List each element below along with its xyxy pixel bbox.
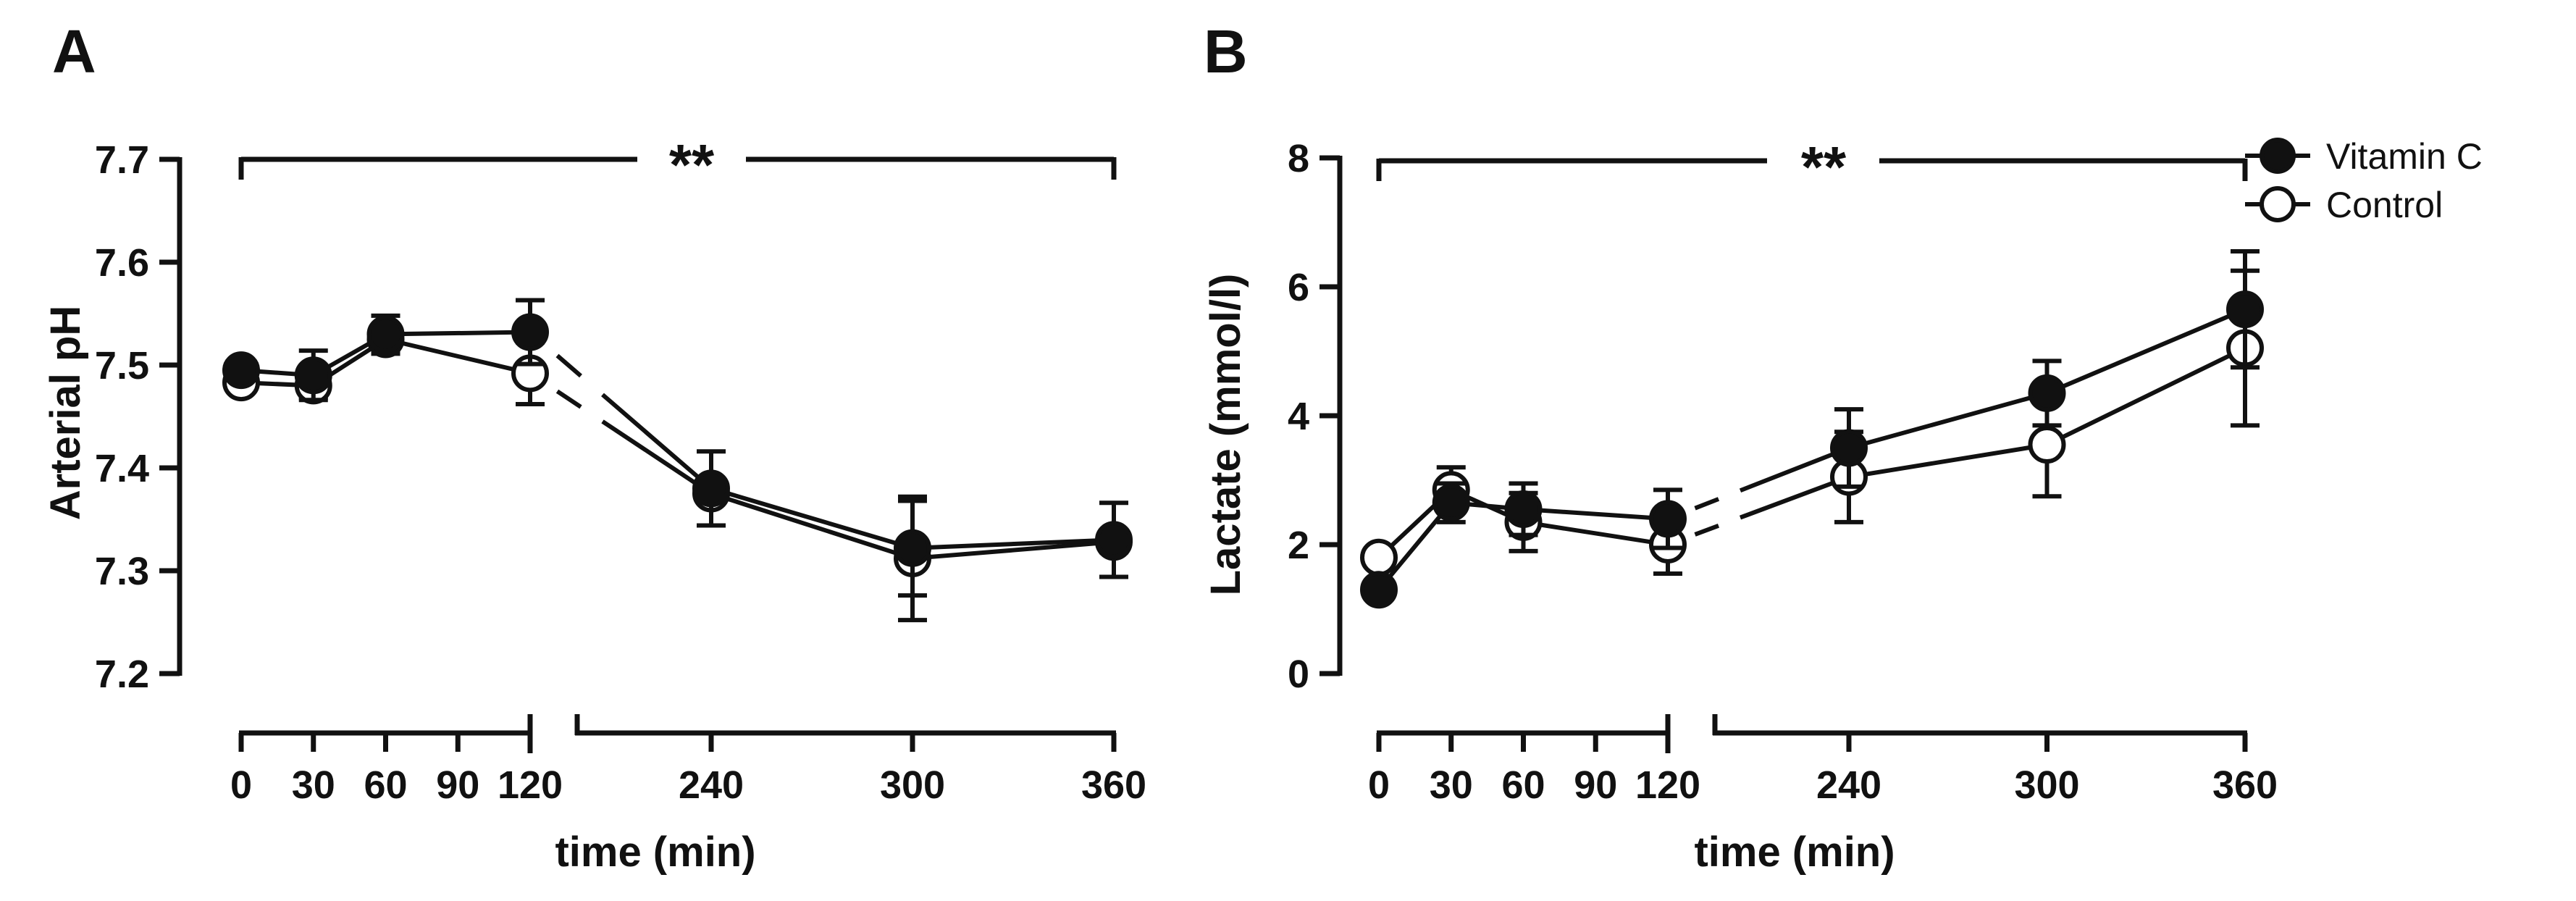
data-point-vitamin-c [1360, 571, 1398, 609]
series-break-stub-vitamin-c [555, 353, 582, 378]
legend-label-control: Control [2326, 185, 2443, 225]
x-tick-label: 30 [292, 763, 335, 807]
data-point-vitamin-c [222, 351, 260, 390]
y-tick-label: 8 [1288, 137, 1309, 180]
data-point-vitamin-c [1095, 521, 1133, 559]
x-tick-label: 240 [679, 763, 744, 807]
x-tick-label: 90 [1574, 763, 1617, 807]
panel-letter-a: A [52, 17, 96, 85]
data-point-control [1360, 538, 1398, 577]
series-break-line-vitamin-c [601, 393, 713, 490]
x-tick-label: 300 [880, 763, 945, 807]
data-point-vitamin-c [2028, 374, 2066, 412]
series-line-vitamin-c [240, 330, 531, 378]
x-tick-label: 240 [1816, 763, 1881, 807]
series-break-stub-vitamin-c [1694, 497, 1720, 511]
y-tick-label: 7.7 [95, 138, 149, 182]
x-tick-label: 360 [2212, 763, 2278, 807]
x-tick-label: 30 [1430, 763, 1473, 807]
x-axis-title-b: time (min) [1694, 829, 1895, 876]
y-tick-label: 7.2 [95, 653, 149, 696]
data-point-vitamin-c [2226, 290, 2264, 329]
data-point-vitamin-c [1504, 490, 1543, 529]
y-axis-title-a: Arterial pH [42, 306, 89, 521]
legend-marker-control [2260, 186, 2296, 222]
series-line-control [240, 337, 531, 388]
x-tick-label: 90 [436, 763, 479, 807]
y-tick-label: 7.5 [95, 344, 149, 387]
data-point-control [2028, 426, 2066, 464]
series-break-line-control [1739, 474, 1850, 520]
data-point-vitamin-c [366, 315, 405, 353]
y-tick-label: 6 [1288, 266, 1309, 309]
series-break-stub-control [555, 389, 582, 409]
y-tick-label: 4 [1288, 395, 1309, 438]
data-point-vitamin-c [294, 356, 332, 395]
x-tick-label: 120 [1635, 763, 1700, 807]
y-tick-label: 0 [1288, 653, 1309, 696]
series-line-vitamin-c [1377, 500, 1669, 592]
panel-letter-b: B [1204, 17, 1248, 85]
x-tick-label: 0 [1368, 763, 1390, 807]
legend: Vitamin C Control [2245, 136, 2483, 225]
y-tick-label: 7.3 [95, 550, 149, 593]
y-axis-title-b: Lactate (mmol/l) [1202, 274, 1249, 596]
series-break-line-control [601, 419, 713, 495]
x-tick-label: 360 [1081, 763, 1146, 807]
data-point-vitamin-c [692, 469, 730, 508]
data-point-vitamin-c [1649, 500, 1687, 538]
x-tick-label: 60 [364, 763, 407, 807]
series-break-line-vitamin-c [1739, 445, 1850, 493]
legend-label-vitamin-c: Vitamin C [2326, 136, 2483, 177]
y-tick-label: 2 [1288, 524, 1309, 567]
data-point-vitamin-c [1432, 484, 1470, 522]
x-tick-label: 300 [2014, 763, 2079, 807]
panel-a: A Arterial pH time (min) ** 7.2 7.3 7.4 7.5… [42, 17, 1146, 876]
series-break-stub-control [1694, 524, 1720, 537]
significance-marker-a: ** [669, 133, 715, 197]
y-tick-label: 7.6 [95, 241, 149, 285]
data-point-vitamin-c [894, 529, 931, 567]
data-point-vitamin-c [1830, 429, 1868, 467]
data-point-vitamin-c [511, 313, 549, 351]
y-tick-label: 7.4 [95, 447, 149, 490]
x-tick-label: 120 [498, 763, 563, 807]
significance-marker-b: ** [1801, 135, 1847, 199]
x-tick-label: 0 [230, 763, 252, 807]
x-axis-title-a: time (min) [555, 829, 755, 876]
x-tick-label: 60 [1501, 763, 1545, 807]
legend-marker-vitamin-c [2260, 138, 2296, 174]
